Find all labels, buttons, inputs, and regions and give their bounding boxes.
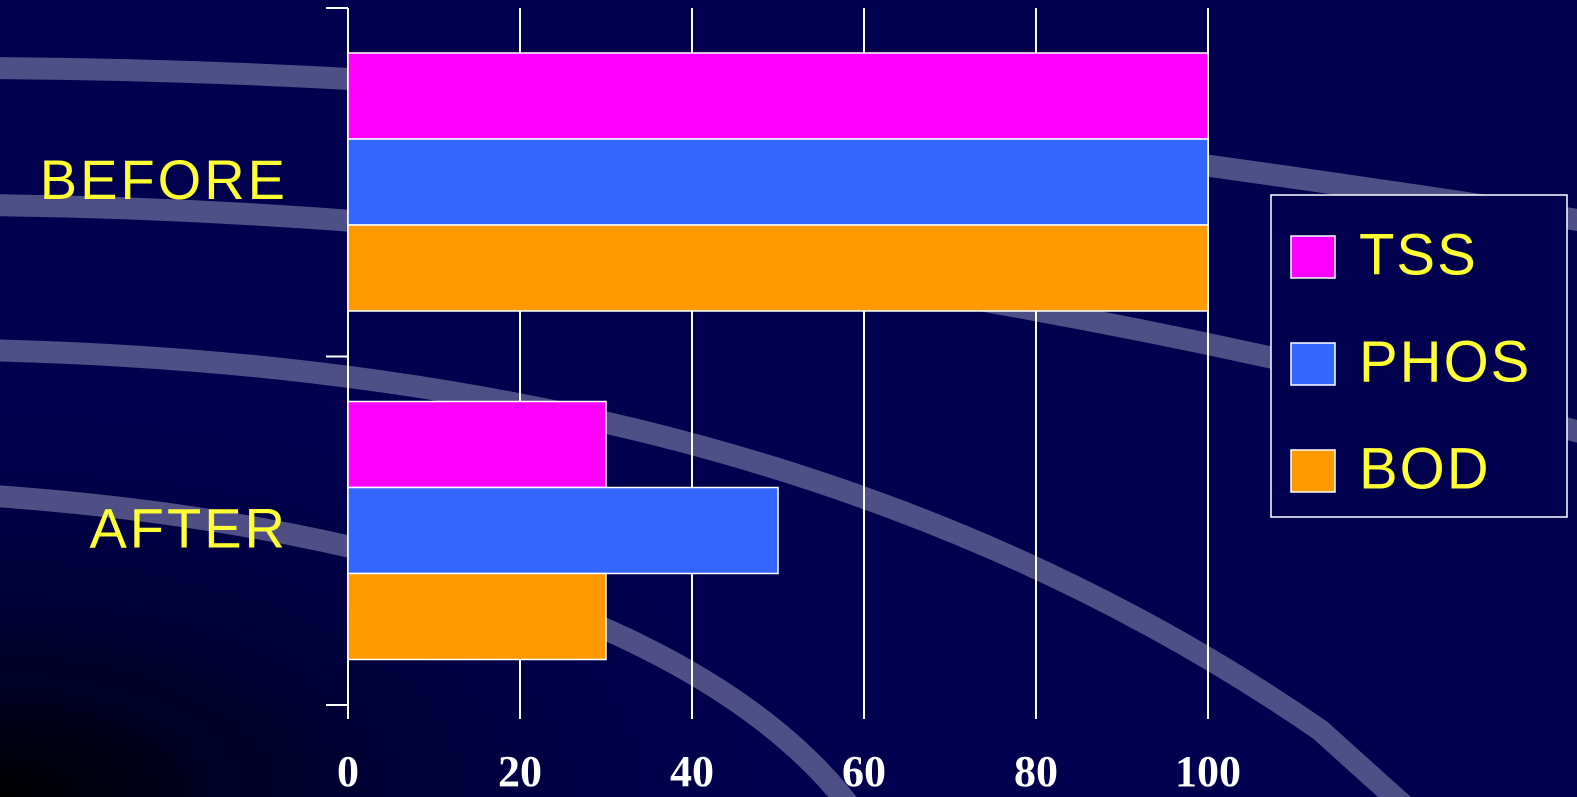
legend-swatch-phos	[1290, 342, 1336, 386]
x-tick-label-100: 100	[1175, 747, 1241, 796]
x-tick-label-60: 60	[842, 747, 886, 796]
x-tick-label-0: 0	[337, 747, 359, 796]
bar-after-bod	[347, 572, 607, 661]
x-tick-label-80: 80	[1014, 747, 1058, 796]
bar-after-tss	[347, 400, 607, 489]
legend-label-tss: TSS	[1359, 222, 1478, 287]
legend-label-phos: PHOS	[1359, 329, 1531, 394]
plot-area: 0 20 40 60 80 100 BEFORE AFTER	[40, 7, 1241, 796]
x-tick-label-40: 40	[670, 747, 714, 796]
legend: TSS PHOS BOD	[1270, 194, 1568, 518]
legend-swatch-tss	[1290, 235, 1336, 279]
category-label-after: AFTER	[89, 496, 288, 559]
category-label-before: BEFORE	[40, 148, 288, 211]
x-tick-label-20: 20	[498, 747, 542, 796]
bar-before-bod	[347, 224, 1209, 312]
legend-swatch-bod	[1290, 449, 1336, 493]
legend-label-bod: BOD	[1359, 436, 1491, 501]
bar-after-phos	[347, 486, 779, 575]
bar-before-phos	[347, 138, 1209, 226]
bar-before-tss	[347, 52, 1209, 140]
